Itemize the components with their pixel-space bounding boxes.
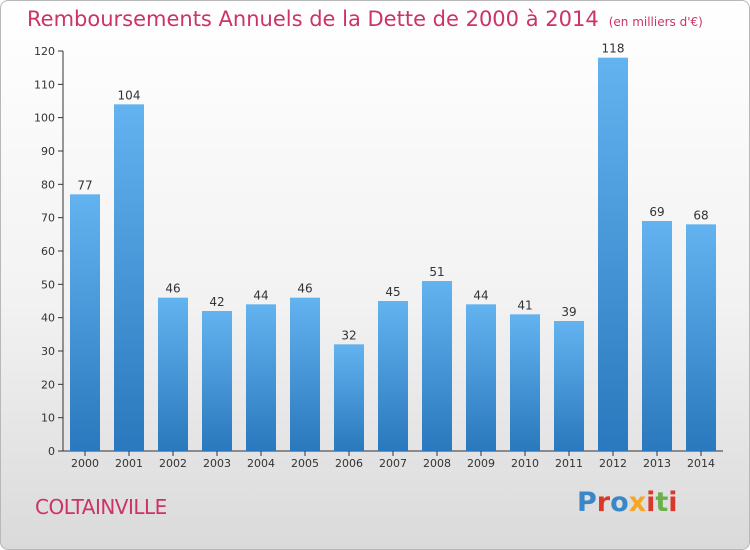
bar-value-label: 68 — [693, 208, 708, 222]
x-tick-label: 2012 — [599, 457, 627, 470]
bar-2008 — [422, 281, 452, 451]
bar-2000 — [70, 194, 100, 452]
bar-value-label: 44 — [473, 288, 488, 302]
bar-value-label: 44 — [253, 288, 268, 302]
bar-2006 — [334, 344, 364, 451]
bar-2002 — [158, 297, 188, 451]
bar-2013 — [642, 221, 672, 451]
bar-2005 — [290, 297, 320, 451]
y-tick-label: 90 — [41, 145, 55, 158]
bar-value-label: 69 — [649, 205, 664, 219]
y-tick-label: 0 — [48, 445, 55, 458]
value-labels: 77 104 46 42 44 46 32 45 51 44 41 39 118 69 68 — [77, 42, 708, 343]
y-tick-label: 100 — [34, 112, 55, 125]
chart-unit: (en milliers d'€) — [608, 15, 703, 29]
bar-2012 — [598, 57, 628, 452]
y-tick-label: 60 — [41, 245, 55, 258]
x-tick-label: 2014 — [687, 457, 715, 470]
bar-2009 — [466, 304, 496, 451]
x-tick-label: 2006 — [335, 457, 363, 470]
bar-value-label: 41 — [517, 298, 532, 312]
bar-2014 — [686, 224, 716, 451]
bar-value-label: 46 — [165, 282, 180, 296]
y-tick-label: 50 — [41, 278, 55, 291]
bars — [70, 57, 716, 452]
bar-2011 — [554, 321, 584, 451]
x-tick-label: 2002 — [159, 457, 187, 470]
bar-value-label: 104 — [118, 88, 141, 102]
y-tick-label: 120 — [34, 45, 55, 58]
commune-name: COLTAINVILLE — [35, 495, 167, 519]
bar-value-label: 77 — [77, 178, 92, 192]
bar-value-label: 118 — [602, 42, 625, 56]
x-axis: 2000 2001 2002 2003 2004 2005 2006 2007 2008 2009… — [63, 450, 723, 470]
bar-value-label: 46 — [297, 282, 312, 296]
chart-title: Remboursements Annuels de la Dette de 20… — [27, 7, 703, 31]
chart-title-text: Remboursements Annuels de la Dette de 20… — [27, 7, 599, 31]
x-tick-label: 2009 — [467, 457, 495, 470]
bar-value-label: 42 — [209, 295, 224, 309]
bar-2004 — [246, 304, 276, 451]
proxiti-logo: Proxiti — [577, 487, 678, 518]
x-tick-label: 2011 — [555, 457, 583, 470]
y-tick-label: 20 — [41, 378, 55, 391]
x-tick-label: 2007 — [379, 457, 407, 470]
x-tick-label: 2001 — [115, 457, 143, 470]
y-tick-label: 30 — [41, 345, 55, 358]
bar-2001 — [114, 104, 144, 451]
x-tick-label: 2000 — [71, 457, 99, 470]
bar-value-label: 32 — [341, 328, 356, 342]
x-tick-label: 2003 — [203, 457, 231, 470]
bar-value-label: 51 — [429, 265, 444, 279]
y-axis: 0 10 20 30 40 50 60 70 80 90 100 110 120 — [34, 45, 64, 458]
bar-2007 — [378, 301, 408, 451]
bar-2003 — [202, 311, 232, 451]
bar-2010 — [510, 314, 540, 451]
y-tick-label: 110 — [34, 78, 55, 91]
y-tick-label: 40 — [41, 312, 55, 325]
y-tick-label: 80 — [41, 178, 55, 191]
bar-value-label: 45 — [385, 285, 400, 299]
x-tick-label: 2013 — [643, 457, 671, 470]
y-tick-label: 70 — [41, 212, 55, 225]
bar-value-label: 39 — [561, 305, 576, 319]
x-tick-label: 2008 — [423, 457, 451, 470]
x-tick-label: 2004 — [247, 457, 275, 470]
x-tick-label: 2010 — [511, 457, 539, 470]
x-tick-label: 2005 — [291, 457, 319, 470]
y-tick-label: 10 — [41, 412, 55, 425]
